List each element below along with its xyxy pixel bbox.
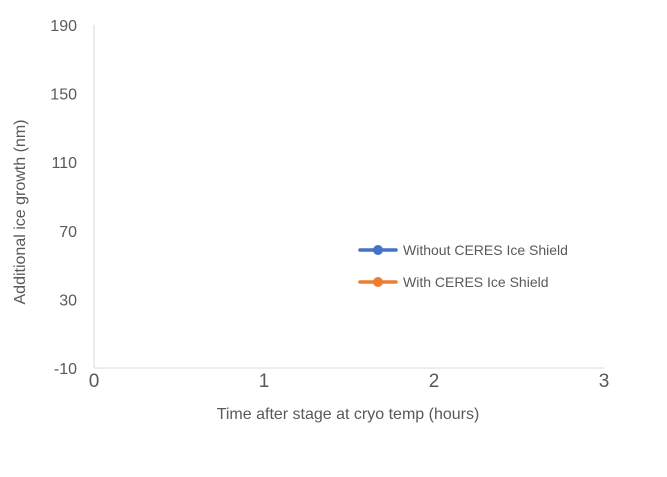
y-tick-label: 190 xyxy=(50,18,77,35)
legend-entry: Without CERES Ice Shield xyxy=(358,242,568,258)
legend-marker xyxy=(373,277,383,287)
x-tick-label: 2 xyxy=(429,371,440,392)
legend-marker xyxy=(373,245,383,255)
y-tick-label: 30 xyxy=(59,292,77,309)
x-axis-title: Time after stage at cryo temp (hours) xyxy=(217,406,480,423)
x-axis: 0 1 2 3 xyxy=(89,367,610,392)
y-tick-label: 70 xyxy=(59,224,77,241)
legend-entry: With CERES Ice Shield xyxy=(358,274,549,290)
y-tick-label: 110 xyxy=(51,155,77,172)
x-tick-label: 1 xyxy=(259,371,270,392)
x-tick-label: 0 xyxy=(89,371,100,392)
y-tick-label: -10 xyxy=(54,361,77,378)
y-tick-label: 150 xyxy=(50,87,77,104)
x-tick-label: 3 xyxy=(599,371,610,392)
legend-label: With CERES Ice Shield xyxy=(403,274,549,290)
legend-label: Without CERES Ice Shield xyxy=(403,242,568,258)
y-axis: -10 30 70 110 150 190 xyxy=(50,18,95,378)
legend: Without CERES Ice Shield With CERES Ice S… xyxy=(358,242,568,290)
y-axis-title: Additional ice growth (nm) xyxy=(12,120,29,305)
